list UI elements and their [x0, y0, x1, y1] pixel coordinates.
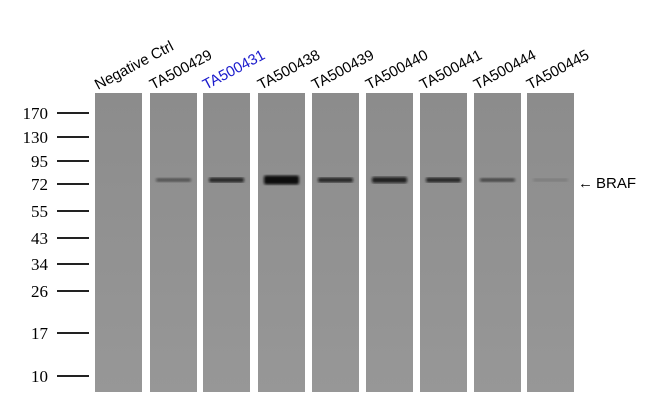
lane: [420, 93, 467, 392]
marker-label: 72: [31, 175, 48, 194]
band: [209, 177, 244, 183]
band: [372, 177, 407, 183]
band: [533, 178, 568, 182]
marker-label: 34: [31, 255, 49, 274]
band-label: BRAF: [596, 175, 636, 192]
lane: [95, 93, 142, 392]
band: [426, 177, 461, 183]
band: [156, 178, 191, 182]
lane: [150, 93, 197, 392]
marker-label: 10: [31, 367, 48, 386]
marker-label: 170: [23, 104, 49, 123]
lane: [527, 93, 574, 392]
marker-label: 17: [31, 324, 49, 343]
marker-label: 55: [31, 202, 48, 221]
band: [318, 177, 353, 183]
band: [480, 178, 515, 182]
marker-label: 26: [31, 282, 48, 301]
band-arrow: ←: [578, 175, 593, 192]
band: [264, 175, 299, 185]
lane: [474, 93, 521, 392]
lane: [366, 93, 413, 392]
lane: [312, 93, 359, 392]
marker-label: 130: [23, 128, 49, 147]
marker-label: 43: [31, 229, 48, 248]
lane: [258, 93, 305, 392]
lane: [203, 93, 250, 392]
marker-label: 95: [31, 152, 48, 171]
